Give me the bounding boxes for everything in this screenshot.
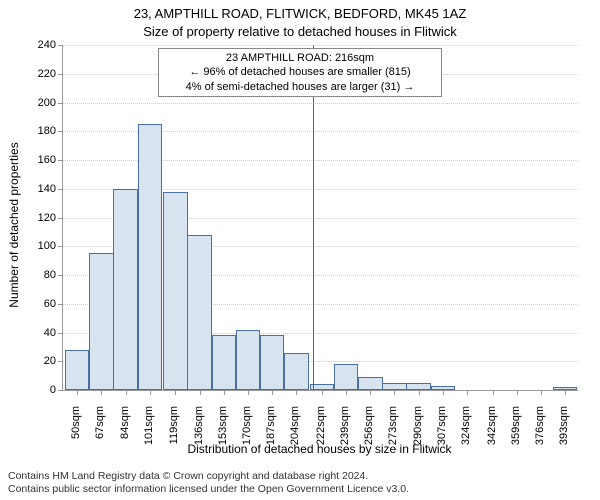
x-tick-mark xyxy=(101,390,102,395)
x-tick-mark xyxy=(419,390,420,395)
y-tick-label: 240 xyxy=(0,39,56,51)
histogram-bar xyxy=(65,350,89,390)
x-tick-mark xyxy=(467,390,468,395)
histogram-bar xyxy=(382,383,406,390)
y-tick-mark xyxy=(58,390,63,391)
grid-line-h xyxy=(63,103,578,104)
info-line-1: 23 AMPTHILL ROAD: 216sqm xyxy=(165,51,435,65)
x-tick-mark xyxy=(322,390,323,395)
y-tick-label: 20 xyxy=(0,355,56,367)
x-tick-label: 84sqm xyxy=(119,406,131,446)
y-tick-label: 120 xyxy=(0,212,56,224)
info-line-2: ← 96% of detached houses are smaller (81… xyxy=(165,65,435,79)
x-tick-mark xyxy=(443,390,444,395)
y-tick-mark xyxy=(58,189,63,190)
x-tick-mark xyxy=(493,390,494,395)
x-tick-mark xyxy=(150,390,151,395)
y-tick-mark xyxy=(58,361,63,362)
y-tick-label: 0 xyxy=(0,384,56,396)
info-line-3: 4% of semi-detached houses are larger (3… xyxy=(165,80,435,94)
histogram-bar xyxy=(212,335,236,390)
x-tick-mark xyxy=(272,390,273,395)
y-tick-mark xyxy=(58,131,63,132)
info-box: 23 AMPTHILL ROAD: 216sqm ← 96% of detach… xyxy=(158,48,442,97)
x-tick-label: 393sqm xyxy=(558,406,570,446)
x-tick-label: 153sqm xyxy=(217,406,229,446)
x-tick-label: 256sqm xyxy=(363,406,375,446)
histogram-bar xyxy=(334,364,358,390)
x-tick-mark xyxy=(565,390,566,395)
y-tick-mark xyxy=(58,103,63,104)
histogram-bar xyxy=(260,335,284,390)
histogram-bar xyxy=(358,377,382,390)
y-tick-mark xyxy=(58,160,63,161)
x-tick-mark xyxy=(175,390,176,395)
x-tick-mark xyxy=(394,390,395,395)
plot-area xyxy=(62,45,578,391)
x-tick-mark xyxy=(346,390,347,395)
footer-attribution: Contains HM Land Registry data © Crown c… xyxy=(8,470,592,496)
histogram-bar xyxy=(113,189,137,390)
chart-title-main: 23, AMPTHILL ROAD, FLITWICK, BEDFORD, MK… xyxy=(0,6,600,21)
histogram-bar xyxy=(138,124,162,390)
y-tick-mark xyxy=(58,333,63,334)
histogram-bar xyxy=(284,353,308,390)
x-tick-label: 136sqm xyxy=(193,406,205,446)
chart-title-sub: Size of property relative to detached ho… xyxy=(0,24,600,39)
histogram-bar xyxy=(163,192,187,390)
x-tick-mark xyxy=(370,390,371,395)
y-tick-label: 160 xyxy=(0,154,56,166)
footer-line-1: Contains HM Land Registry data © Crown c… xyxy=(8,470,592,483)
y-tick-label: 200 xyxy=(0,97,56,109)
x-tick-label: 273sqm xyxy=(387,406,399,446)
y-tick-mark xyxy=(58,275,63,276)
y-tick-label: 220 xyxy=(0,68,56,80)
x-tick-mark xyxy=(248,390,249,395)
x-tick-label: 342sqm xyxy=(486,406,498,446)
footer-line-2: Contains public sector information licen… xyxy=(8,483,592,496)
x-tick-label: 50sqm xyxy=(70,406,82,446)
x-tick-mark xyxy=(200,390,201,395)
grid-line-h xyxy=(63,45,578,46)
x-tick-label: 307sqm xyxy=(436,406,448,446)
x-tick-mark xyxy=(126,390,127,395)
x-tick-label: 290sqm xyxy=(412,406,424,446)
x-tick-mark xyxy=(296,390,297,395)
y-tick-mark xyxy=(58,246,63,247)
y-tick-label: 140 xyxy=(0,183,56,195)
y-tick-mark xyxy=(58,218,63,219)
x-tick-label: 239sqm xyxy=(339,406,351,446)
x-tick-label: 67sqm xyxy=(94,406,106,446)
histogram-bar xyxy=(187,235,211,390)
y-tick-mark xyxy=(58,304,63,305)
y-tick-label: 60 xyxy=(0,298,56,310)
x-tick-label: 359sqm xyxy=(510,406,522,446)
x-tick-mark xyxy=(224,390,225,395)
histogram-bar xyxy=(236,330,260,390)
x-tick-label: 324sqm xyxy=(460,406,472,446)
y-axis-label: Number of detached properties xyxy=(7,142,21,307)
x-tick-label: 119sqm xyxy=(168,406,180,446)
x-tick-mark xyxy=(517,390,518,395)
x-tick-label: 204sqm xyxy=(289,406,301,446)
y-tick-mark xyxy=(58,74,63,75)
histogram-bar xyxy=(89,253,113,390)
x-tick-label: 187sqm xyxy=(265,406,277,446)
x-tick-mark xyxy=(77,390,78,395)
y-tick-label: 40 xyxy=(0,327,56,339)
histogram-bar xyxy=(406,383,430,390)
x-tick-label: 101sqm xyxy=(143,406,155,446)
y-tick-label: 180 xyxy=(0,125,56,137)
y-tick-label: 80 xyxy=(0,269,56,281)
x-tick-label: 222sqm xyxy=(315,406,327,446)
y-tick-mark xyxy=(58,45,63,46)
y-tick-label: 100 xyxy=(0,240,56,252)
x-tick-mark xyxy=(541,390,542,395)
x-tick-label: 170sqm xyxy=(241,406,253,446)
x-tick-label: 376sqm xyxy=(534,406,546,446)
